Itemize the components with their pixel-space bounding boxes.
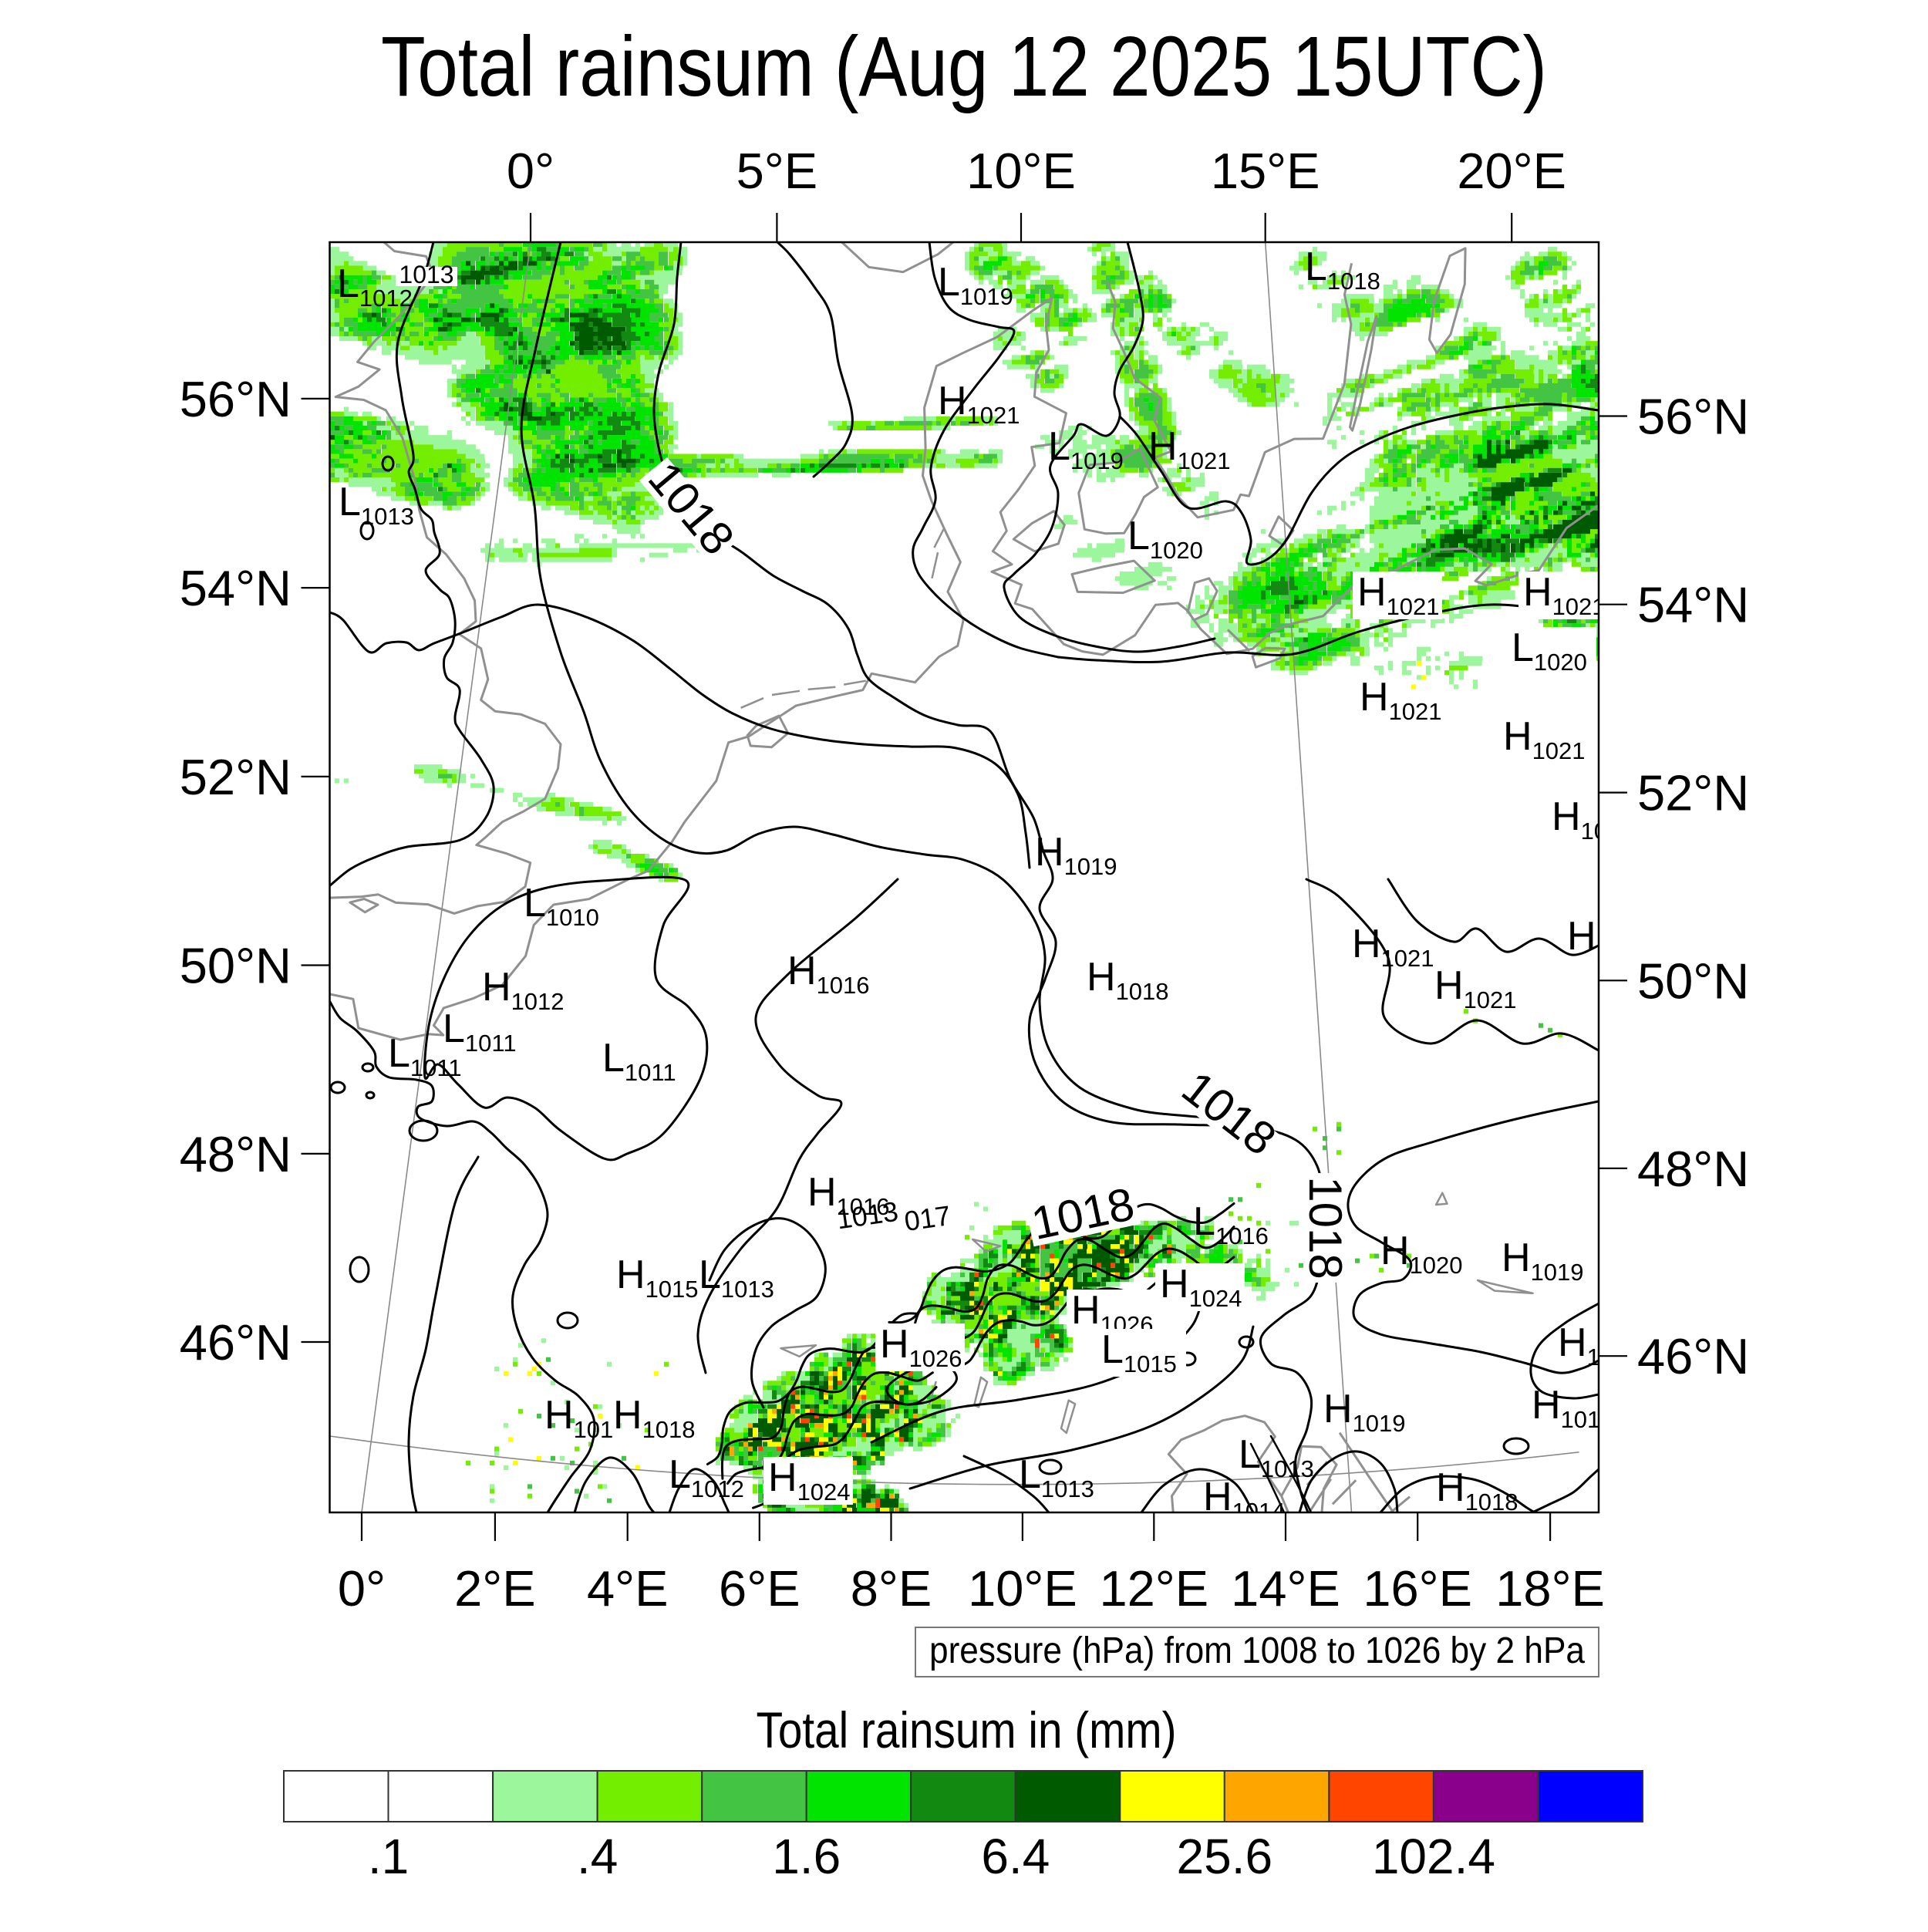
svg-text:102.4: 102.4 <box>1372 1829 1495 1884</box>
svg-text:H1016: H1016 <box>787 949 870 999</box>
svg-text:Total rainsum (Aug 12 2025 15U: Total rainsum (Aug 12 2025 15UTC) <box>381 19 1547 114</box>
svg-text:48°N: 48°N <box>1637 1141 1749 1197</box>
svg-text:52°N: 52°N <box>180 749 292 805</box>
svg-text:0°: 0° <box>338 1560 386 1617</box>
svg-text:25.6: 25.6 <box>1177 1829 1273 1884</box>
svg-text:10°E: 10°E <box>966 143 1076 199</box>
svg-text:46°N: 46°N <box>180 1314 292 1371</box>
svg-text:1.6: 1.6 <box>772 1829 841 1884</box>
svg-text:6°E: 6°E <box>719 1560 801 1617</box>
svg-text:6.4: 6.4 <box>981 1829 1050 1884</box>
svg-text:48°N: 48°N <box>180 1126 292 1182</box>
svg-text:14°E: 14°E <box>1231 1560 1340 1617</box>
svg-text:0°: 0° <box>507 143 554 199</box>
svg-text:12°E: 12°E <box>1099 1560 1208 1617</box>
svg-text:56°N: 56°N <box>180 371 292 427</box>
svg-text:52°N: 52°N <box>1637 765 1749 821</box>
svg-text:10°E: 10°E <box>968 1560 1077 1617</box>
svg-text:2°E: 2°E <box>454 1560 536 1617</box>
svg-text:54°N: 54°N <box>1637 577 1749 633</box>
svg-text:50°N: 50°N <box>1637 953 1749 1009</box>
svg-text:54°N: 54°N <box>180 560 292 616</box>
svg-text:017: 017 <box>902 1199 952 1237</box>
svg-text:1013: 1013 <box>399 261 453 288</box>
svg-text:15°E: 15°E <box>1211 143 1320 199</box>
svg-text:.1: .1 <box>368 1829 409 1884</box>
svg-text:.4: .4 <box>577 1829 618 1884</box>
svg-text:H1012: H1012 <box>482 965 565 1015</box>
svg-text:Total rainsum in (mm): Total rainsum in (mm) <box>757 1701 1177 1758</box>
svg-text:4°E: 4°E <box>587 1560 669 1617</box>
svg-text:56°N: 56°N <box>1637 389 1749 445</box>
svg-text:8°E: 8°E <box>851 1560 932 1617</box>
svg-text:20°E: 20°E <box>1457 143 1566 199</box>
svg-text:50°N: 50°N <box>180 938 292 994</box>
svg-text:16°E: 16°E <box>1363 1560 1472 1617</box>
svg-text:1018: 1018 <box>1299 1176 1351 1279</box>
svg-text:46°N: 46°N <box>1637 1328 1749 1384</box>
svg-text:18°E: 18°E <box>1495 1560 1605 1617</box>
svg-text:5°E: 5°E <box>736 143 818 199</box>
svg-text:pressure (hPa) from 1008 to 10: pressure (hPa) from 1008 to 1026 by 2 hP… <box>929 1630 1585 1671</box>
svg-text:H1021: H1021 <box>1567 914 1650 964</box>
